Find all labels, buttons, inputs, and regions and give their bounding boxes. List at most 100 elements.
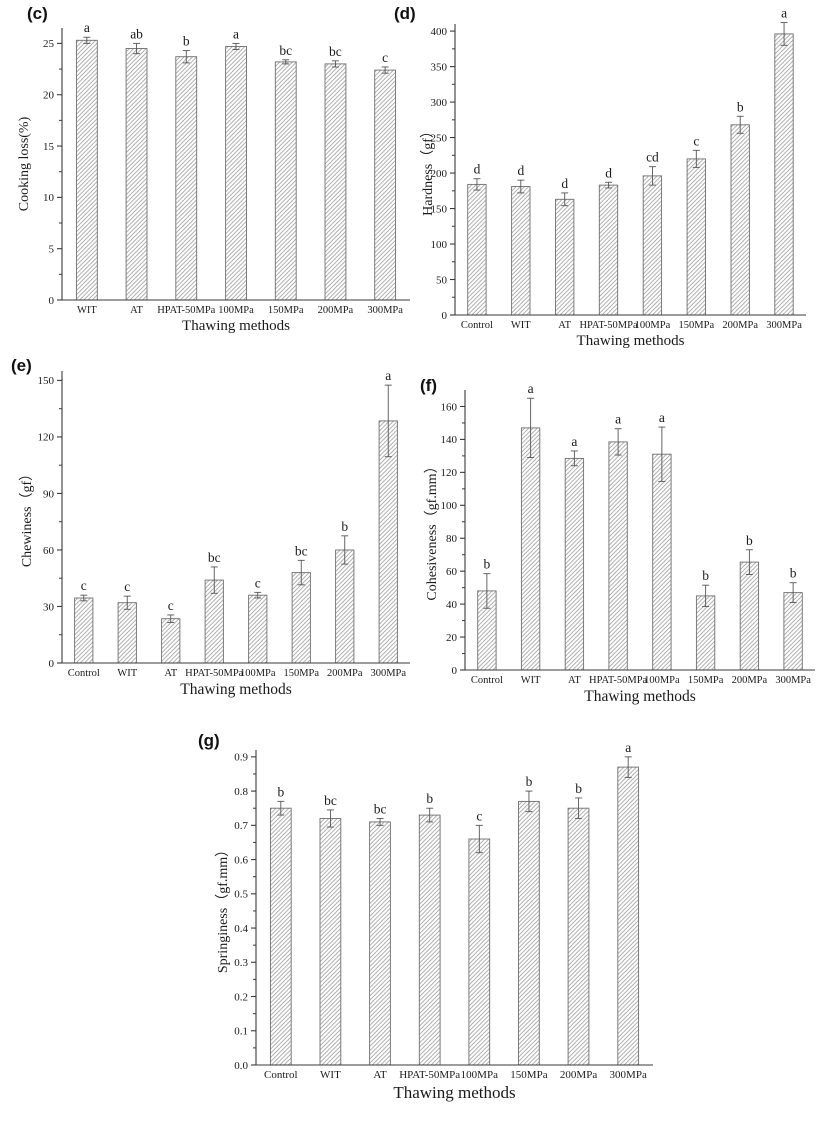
error-bar (605, 181, 613, 189)
x-tick-label: WIT (320, 1069, 341, 1081)
y-tick-label: 140 (441, 434, 458, 446)
y-tick-label: 0.8 (234, 786, 248, 798)
x-tick-label: 300MPa (610, 1069, 647, 1081)
y-tick-label: 0.7 (234, 820, 248, 832)
bar-group: b 200MPa (732, 533, 768, 686)
bar-group: c 100MPa (240, 575, 276, 679)
y-axis-label-hardness: Hardness（gf） (421, 123, 436, 216)
bar-group: bc 150MPa (283, 543, 319, 679)
bar-group: b HPAT-50MPa (157, 34, 215, 316)
axes (255, 750, 653, 1066)
y-tick-label: 0 (442, 310, 448, 322)
bar-group: bc AT (369, 802, 391, 1081)
error-bar (426, 807, 434, 823)
error-bar (297, 559, 305, 586)
bar-group: cd 100MPa (635, 150, 671, 331)
bar (730, 124, 750, 316)
x-tick-label: AT (373, 1069, 387, 1081)
bar-group: d HPAT-50MPa (579, 165, 637, 331)
error-bar (254, 591, 262, 599)
error-bar (745, 549, 753, 575)
significance-letter: d (474, 162, 481, 177)
significance-letter: b (426, 791, 433, 806)
y-tick-label: 0.3 (234, 957, 248, 969)
y-tick-label: 15 (43, 141, 55, 153)
y-tick-label: 60 (43, 545, 55, 557)
error-bar (702, 584, 710, 608)
significance-letter: a (233, 26, 239, 41)
error-bar (475, 824, 483, 854)
bar-group: bc 200MPa (318, 44, 354, 316)
significance-letter: bc (208, 550, 221, 565)
bar-group: c Control (68, 578, 100, 679)
significance-letter: d (517, 163, 524, 178)
panel-label-d: (d) (394, 4, 416, 23)
bar-group: ab AT (125, 26, 148, 316)
bar-group: c 100MPa (461, 808, 498, 1081)
y-tick-label: 0 (452, 665, 458, 677)
significance-letter: b (526, 774, 533, 789)
x-tick-label: 200MPa (318, 305, 354, 316)
significance-letter: a (571, 434, 577, 449)
bar-group: b 300MPa (775, 566, 811, 686)
panel-label-c: (c) (27, 4, 48, 23)
axes (464, 390, 815, 671)
bar-group: c AT (161, 598, 181, 679)
bar (598, 184, 619, 316)
bar (291, 572, 311, 664)
y-tick-label: 50 (436, 274, 448, 286)
error-bar (381, 66, 389, 74)
error-bar (736, 115, 744, 134)
x-tick-label: Control (471, 675, 503, 686)
significance-letter: c (168, 598, 174, 613)
y-tick-label: 0.0 (234, 1060, 248, 1072)
bar-group: a WIT (521, 381, 541, 686)
x-tick-label: 150MPa (510, 1069, 547, 1081)
x-tick-label: 200MPa (560, 1069, 597, 1081)
error-bar (331, 60, 339, 68)
bar (467, 183, 487, 316)
y-tick-label: 40 (446, 599, 458, 611)
significance-letter: d (605, 165, 612, 180)
significance-letter: a (615, 412, 621, 427)
bar-group: a HPAT-50MPa (589, 412, 647, 686)
y-tick-label: 0.1 (234, 1026, 248, 1038)
error-bar (376, 818, 384, 826)
x-axis-label-thawing-methods: Thawing methods (393, 1083, 516, 1102)
x-tick-label: HPAT-50MPa (579, 320, 637, 331)
x-tick-label: HPAT-50MPa (399, 1069, 460, 1081)
x-tick-label: 100MPa (644, 675, 680, 686)
y-tick-label: 25 (43, 38, 55, 50)
x-tick-label: 100MPa (635, 320, 671, 331)
y-tick-label: 100 (441, 500, 458, 512)
bar-group: bc 150MPa (268, 43, 304, 316)
significance-letter: bc (329, 44, 342, 59)
significance-letter: b (575, 781, 582, 796)
x-axis-label-thawing-methods: Thawing methods (584, 688, 696, 705)
bar-group: b Control (471, 557, 503, 686)
bar (468, 838, 491, 1066)
bar-group: bc WIT (319, 793, 342, 1081)
axes (61, 371, 410, 664)
y-tick-label: 60 (446, 566, 458, 578)
significance-letter: a (659, 410, 665, 425)
significance-letter: b (183, 34, 190, 49)
y-tick-label: 150 (38, 375, 55, 387)
y-tick-label: 250 (431, 132, 448, 144)
x-tick-label: WIT (511, 320, 531, 331)
bar-group: b 150MPa (510, 774, 547, 1081)
x-tick-label: 200MPa (732, 675, 768, 686)
error-bar (167, 614, 175, 623)
bar-group: d WIT (511, 163, 531, 331)
error-bar (83, 36, 91, 44)
bar-group: b 200MPa (722, 99, 758, 331)
significance-letter: bc (279, 43, 292, 58)
x-tick-label: WIT (117, 668, 137, 679)
bar (161, 618, 181, 664)
bar (378, 420, 398, 664)
significance-letter: c (476, 808, 482, 823)
error-bar (123, 595, 131, 610)
x-tick-label: AT (164, 668, 177, 679)
y-tick-label: 0.4 (234, 923, 248, 935)
